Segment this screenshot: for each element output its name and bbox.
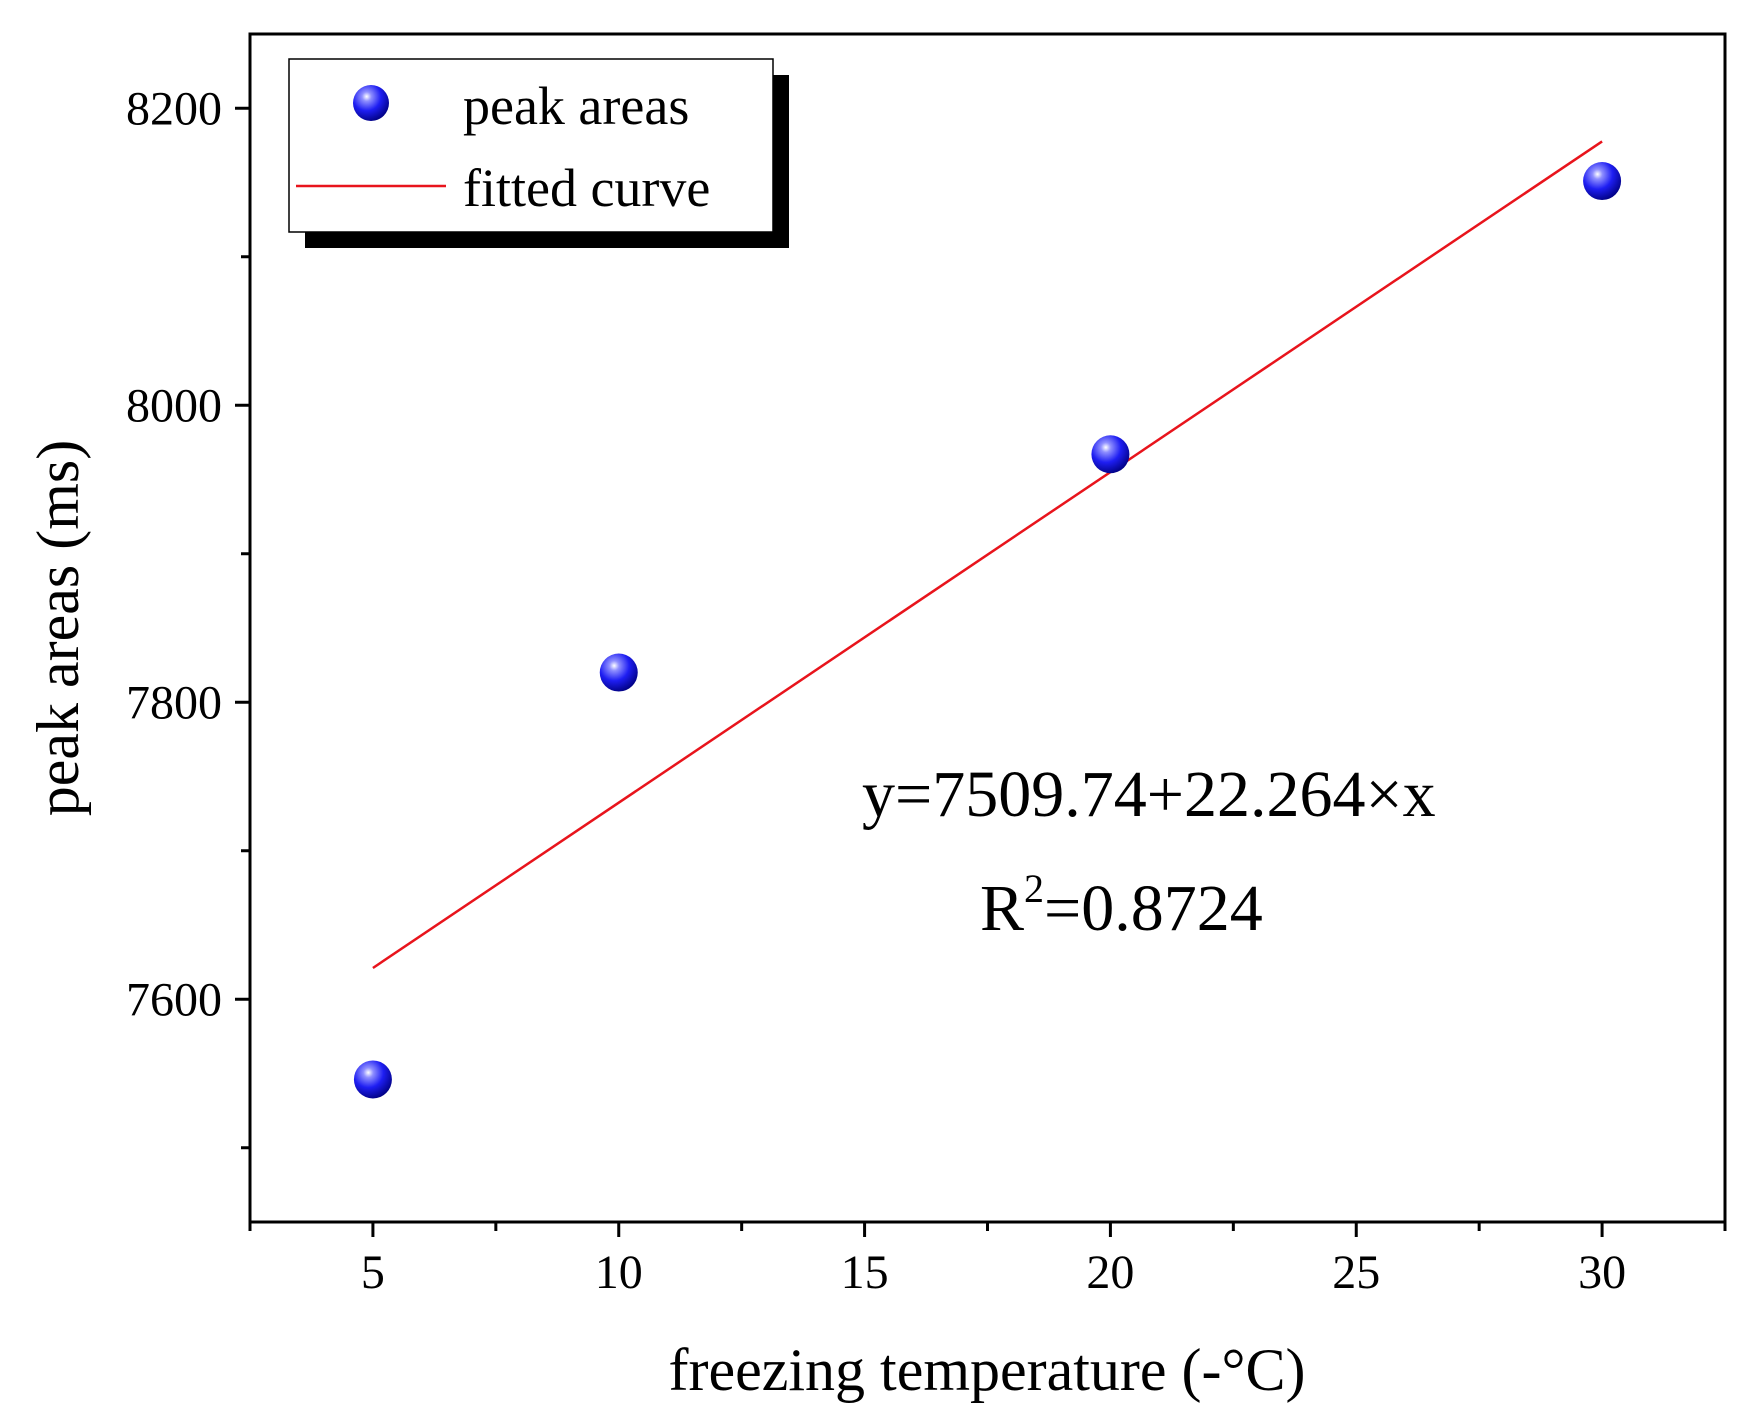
y-tick-label: 8200 <box>126 82 222 135</box>
x-axis: 5 10 15 20 25 30 <box>248 1222 1727 1299</box>
legend-label-peak-areas: peak areas <box>463 76 689 136</box>
r-squared-value: =0.8724 <box>1044 872 1263 945</box>
x-tick-label: 10 <box>595 1246 643 1299</box>
r-squared-superscript: 2 <box>1024 866 1044 911</box>
fitted-curve-line <box>372 140 1603 970</box>
y-axis-title: peak areas (ms) <box>25 440 91 816</box>
data-point <box>1091 435 1130 474</box>
data-point <box>599 653 638 692</box>
r-squared-prefix: R <box>980 872 1024 945</box>
x-tick-label: 30 <box>1578 1246 1626 1299</box>
legend-marker-peak-areas <box>353 85 389 121</box>
y-axis: 7600 7800 8000 8200 <box>126 82 250 1150</box>
fit-equation: y=7509.74+22.264×x <box>862 758 1436 831</box>
x-tick-label: 15 <box>841 1246 889 1299</box>
data-point <box>1583 162 1622 201</box>
x-axis-title: freezing temperature (-°C) <box>669 1337 1306 1403</box>
y-tick-label: 8000 <box>126 379 222 432</box>
x-tick-label: 25 <box>1332 1246 1380 1299</box>
y-tick-label: 7600 <box>126 973 222 1026</box>
legend: peak areas fitted curve <box>288 58 789 248</box>
x-tick-label: 5 <box>361 1246 385 1299</box>
legend-label-fitted-curve: fitted curve <box>463 158 710 218</box>
data-point <box>353 1060 392 1099</box>
data-points <box>353 162 1622 1099</box>
x-tick-label: 20 <box>1086 1246 1134 1299</box>
y-tick-label: 7800 <box>126 676 222 729</box>
r-squared: R2=0.8724 <box>980 866 1263 945</box>
